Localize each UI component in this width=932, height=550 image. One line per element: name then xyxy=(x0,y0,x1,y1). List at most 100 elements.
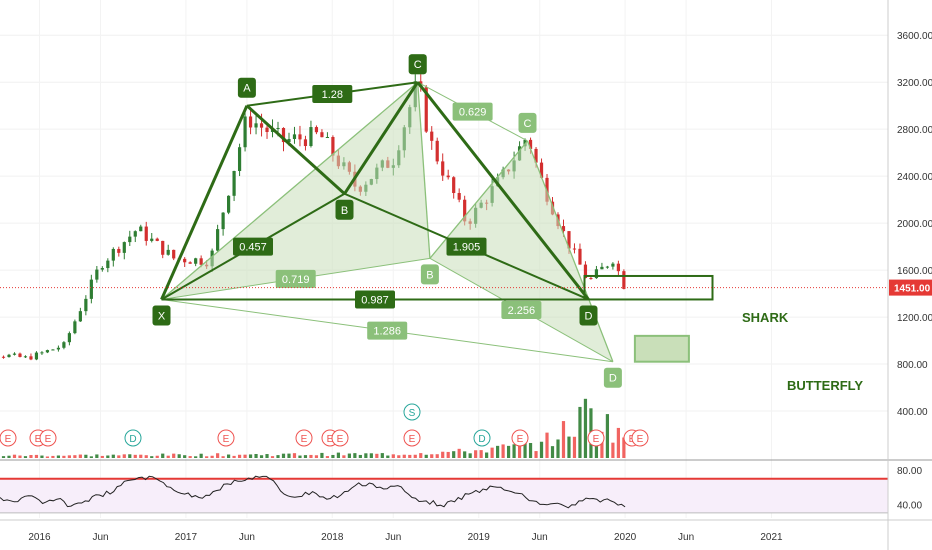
volume-bar xyxy=(139,454,143,458)
candle-body xyxy=(243,116,247,148)
volume-bar xyxy=(490,447,494,458)
marker-letter: E xyxy=(517,434,524,445)
candle-body xyxy=(128,236,132,243)
candle-body xyxy=(29,356,33,360)
candle-body xyxy=(622,271,626,289)
candle-body xyxy=(56,347,61,350)
volume-bar xyxy=(375,453,379,458)
volume-bar xyxy=(605,414,610,458)
shark-label: SHARK xyxy=(742,310,789,325)
x-tick-label: 2021 xyxy=(760,532,783,543)
candle-body xyxy=(172,249,176,259)
candle-body xyxy=(133,231,137,237)
candle-body xyxy=(534,148,538,163)
candle-body xyxy=(194,258,198,264)
volume-bar xyxy=(446,451,450,458)
candle-body xyxy=(578,248,582,265)
volume-bar xyxy=(386,455,390,458)
candle-body xyxy=(452,177,456,194)
shark-point-label: D xyxy=(585,310,593,322)
butterfly-zone xyxy=(633,334,690,363)
volume-bar xyxy=(413,454,417,458)
candle-body xyxy=(237,147,242,171)
butterfly-point-box xyxy=(420,264,439,285)
volume-bar xyxy=(62,455,66,458)
butterfly-ratio-label: 1.286 xyxy=(373,326,401,338)
oscillator-band xyxy=(0,478,888,513)
butterfly-ratio-box xyxy=(452,102,493,121)
shark-ratio-box xyxy=(312,84,353,103)
marker-e xyxy=(217,429,235,447)
shark-point-box xyxy=(408,54,427,75)
volume-bar xyxy=(424,454,428,458)
candle-body xyxy=(424,87,428,132)
candle-body xyxy=(155,238,159,241)
marker-e xyxy=(403,429,421,447)
volume-bar xyxy=(276,455,280,458)
candle-body xyxy=(276,127,280,129)
volume-bar xyxy=(216,453,220,458)
y-tick-label: 2800.00 xyxy=(897,125,932,136)
candle-body xyxy=(84,298,88,312)
volume-bar xyxy=(550,446,555,458)
volume-bar xyxy=(84,454,88,458)
candle-body xyxy=(605,266,610,268)
y-tick-label: 2000.00 xyxy=(897,219,932,230)
candle-body xyxy=(73,321,77,334)
candle-body xyxy=(18,353,22,357)
volume-bar xyxy=(188,456,192,458)
volume-bar xyxy=(408,454,412,458)
shark-ratio-label: 0.457 xyxy=(239,242,267,254)
osc-y-tick-label: 80.00 xyxy=(897,466,922,477)
candle-body xyxy=(528,139,533,149)
butterfly-ratio-box xyxy=(275,269,316,288)
volume-bar xyxy=(194,456,198,458)
marker-e xyxy=(331,429,349,447)
volume-bar xyxy=(556,439,560,458)
volume-bar xyxy=(309,454,313,458)
volume-bar xyxy=(177,454,181,458)
x-tick-label: 2018 xyxy=(321,532,344,543)
shark-ratio-label: 1.905 xyxy=(453,242,481,254)
volume-bar xyxy=(172,453,176,458)
x-tick-label: 2020 xyxy=(614,532,637,543)
marker-e xyxy=(511,429,529,447)
candle-body xyxy=(216,229,220,251)
x-tick-label: Jun xyxy=(678,532,694,543)
candle-body xyxy=(139,226,143,232)
butterfly-point-label: B xyxy=(426,269,433,281)
volume-bar xyxy=(89,456,93,458)
candle-body xyxy=(248,116,253,128)
volume-bar xyxy=(468,453,472,458)
marker-e xyxy=(295,429,313,447)
candle-body xyxy=(583,264,588,279)
x-tick-label: Jun xyxy=(239,532,255,543)
volume-bar xyxy=(23,456,28,458)
marker-letter: E xyxy=(301,434,308,445)
candle-body xyxy=(7,354,11,358)
volume-bar xyxy=(616,427,620,458)
y-tick-label: 1600.00 xyxy=(897,266,932,277)
x-tick-label: 2017 xyxy=(175,532,198,543)
shark-ratio-label: 1.28 xyxy=(322,89,343,101)
candle-body xyxy=(320,132,324,138)
volume-bar xyxy=(133,454,137,458)
candle-body xyxy=(446,175,450,178)
volume-bar xyxy=(622,437,626,458)
candle-body xyxy=(150,238,154,241)
candle-body xyxy=(259,123,264,128)
candle-body xyxy=(287,138,291,143)
volume-bar xyxy=(29,455,33,458)
volume-bar xyxy=(572,436,577,458)
shark-point-label: B xyxy=(341,205,348,217)
volume-bar xyxy=(331,454,335,458)
volume-bar xyxy=(561,421,566,458)
candle-body xyxy=(463,199,467,222)
volume-bar xyxy=(95,454,99,458)
volume-bar xyxy=(56,455,61,458)
candle-body xyxy=(111,248,115,261)
volume-bar xyxy=(369,453,373,458)
volume-bar xyxy=(402,454,406,458)
candle-body xyxy=(78,311,82,322)
shark-point-box xyxy=(335,199,354,220)
